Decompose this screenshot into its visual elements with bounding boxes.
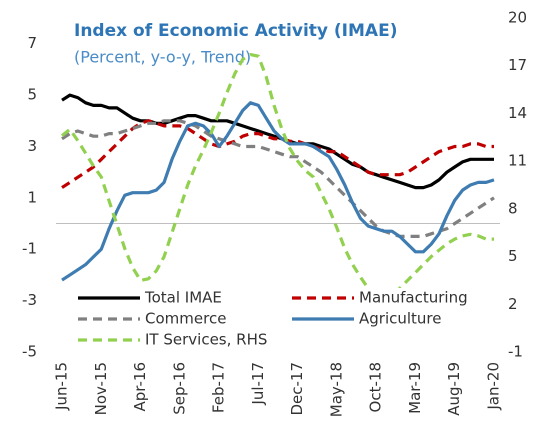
y-tick-label: -3	[22, 291, 37, 309]
x-tick-label: Dec-17	[288, 362, 306, 416]
series-line	[60, 53, 494, 302]
x-tick-label: Apr-16	[131, 362, 149, 412]
legend-bg	[76, 309, 251, 329]
y2-tick-label: 5	[508, 247, 518, 265]
x-tick-label: Jan-20	[485, 362, 503, 411]
y-tick-label: 1	[27, 188, 37, 206]
y2-tick-label: 2	[508, 295, 518, 313]
y-tick-label: -1	[22, 240, 37, 258]
legend-bg	[76, 330, 251, 350]
y2-tick-label: 17	[508, 56, 527, 74]
x-tick-label: Feb-17	[210, 362, 228, 413]
y2-tick-label: 11	[508, 152, 527, 170]
x-tick-label: Nov-15	[92, 362, 110, 415]
series-line	[61, 101, 495, 282]
legend-label: Total IMAE	[144, 289, 222, 307]
y-tick-label: -5	[22, 343, 37, 361]
legend-bg	[290, 288, 480, 308]
legend-label: Commerce	[145, 310, 226, 328]
legend-label: Manufacturing	[359, 289, 468, 307]
x-tick-label: Jul-17	[249, 362, 267, 406]
legend-bg	[290, 309, 480, 329]
x-tick-label: Mar-19	[406, 362, 424, 414]
y2-tick-label: 14	[508, 104, 527, 122]
y-tick-label: 3	[27, 137, 37, 155]
series-line	[61, 93, 494, 190]
y-tick-label: 7	[27, 34, 37, 52]
y-tick-label: 5	[27, 86, 37, 104]
legend-label: Agriculture	[359, 310, 442, 328]
y2-tick-label: 20	[508, 9, 527, 27]
x-tick-label: May-18	[327, 362, 345, 417]
series-line	[61, 119, 495, 238]
x-tick-label: Sep-16	[170, 362, 188, 415]
legend-label: IT Services, RHS	[145, 331, 267, 349]
x-tick-label: Jun-15	[53, 362, 71, 411]
x-tick-label: Aug-19	[445, 362, 463, 416]
y2-tick-label: -1	[508, 343, 523, 361]
chart-subtitle: (Percent, y-o-y, Trend)	[74, 48, 251, 67]
chart-title: Index of Economic Activity (IMAE)	[74, 21, 397, 41]
legend-bg	[76, 288, 251, 308]
x-tick-label: Oct-18	[367, 362, 385, 412]
y2-tick-label: 8	[508, 199, 518, 217]
